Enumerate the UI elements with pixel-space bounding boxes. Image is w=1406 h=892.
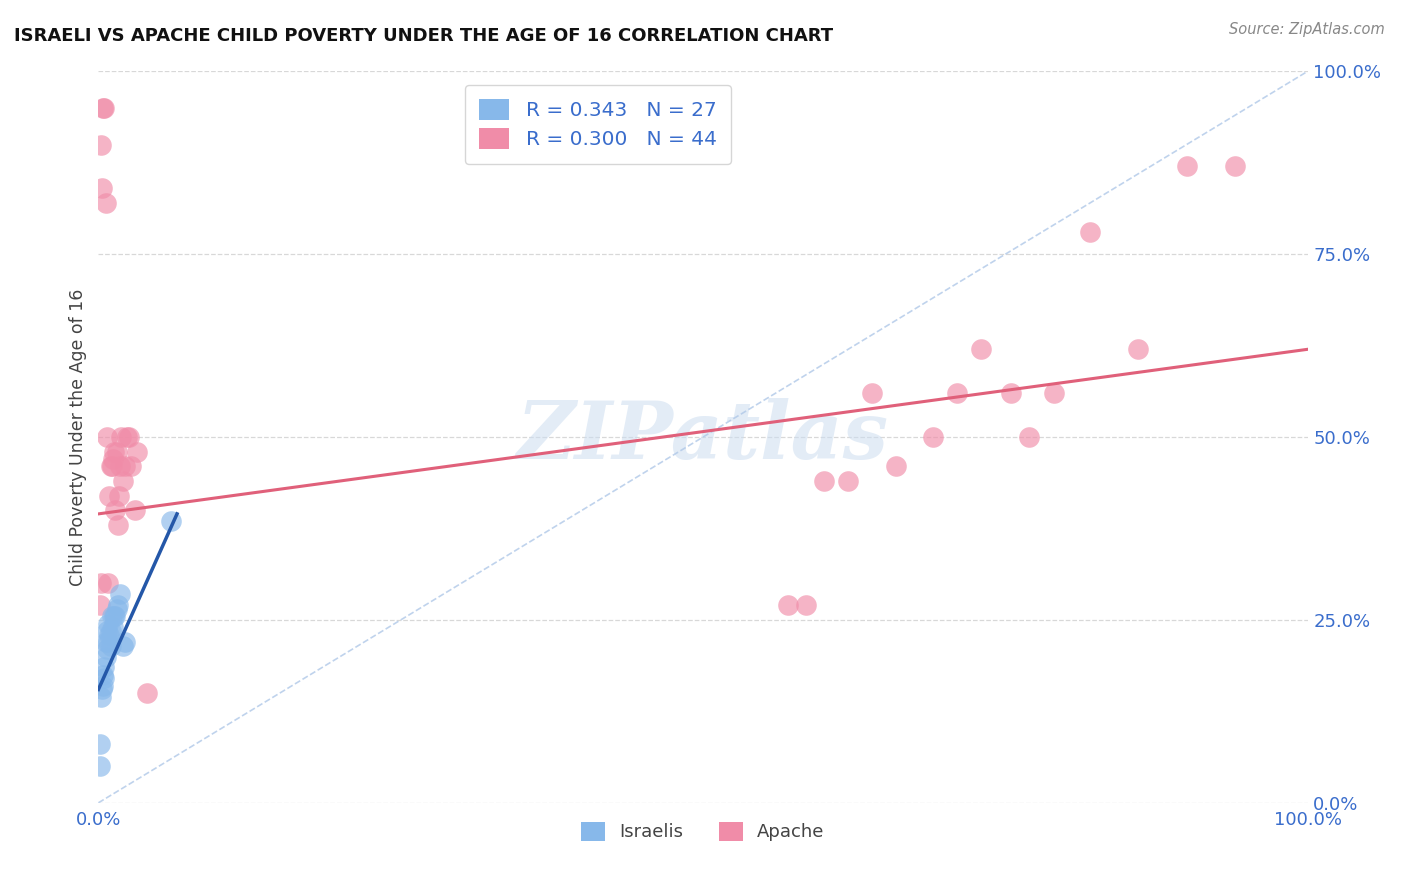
Point — [89, 737, 111, 751]
Point — [108, 587, 131, 601]
Point — [946, 386, 969, 401]
Point — [794, 599, 817, 613]
Point — [100, 624, 122, 638]
Point — [1018, 430, 1040, 444]
Point — [105, 444, 128, 458]
Text: ISRAELI VS APACHE CHILD POVERTY UNDER THE AGE OF 16 CORRELATION CHART: ISRAELI VS APACHE CHILD POVERTY UNDER TH… — [14, 27, 834, 45]
Point — [1175, 160, 1198, 174]
Point — [93, 101, 115, 115]
Y-axis label: Child Poverty Under the Age of 16: Child Poverty Under the Age of 16 — [69, 288, 87, 586]
Point — [107, 599, 129, 613]
Point — [91, 101, 114, 115]
Point — [813, 474, 835, 488]
Point — [100, 459, 122, 474]
Point — [1042, 386, 1064, 401]
Point — [94, 649, 117, 664]
Point — [117, 430, 139, 444]
Point — [160, 514, 183, 528]
Point — [96, 430, 118, 444]
Point — [93, 660, 115, 674]
Point — [114, 635, 136, 649]
Point — [114, 459, 136, 474]
Point — [91, 667, 114, 681]
Point — [776, 599, 799, 613]
Point — [90, 576, 112, 591]
Point — [127, 444, 149, 458]
Point — [100, 609, 122, 624]
Point — [90, 137, 112, 152]
Point — [108, 489, 131, 503]
Text: Source: ZipAtlas.com: Source: ZipAtlas.com — [1229, 22, 1385, 37]
Point — [98, 489, 121, 503]
Point — [124, 503, 146, 517]
Point — [96, 642, 118, 657]
Point — [970, 343, 993, 357]
Point — [104, 503, 127, 517]
Point — [921, 430, 943, 444]
Point — [89, 599, 111, 613]
Point — [110, 430, 132, 444]
Point — [118, 430, 141, 444]
Point — [97, 635, 120, 649]
Point — [97, 576, 120, 591]
Point — [107, 517, 129, 532]
Point — [96, 624, 118, 638]
Point — [94, 196, 117, 211]
Point — [100, 459, 122, 474]
Point — [101, 620, 124, 634]
Point — [103, 609, 125, 624]
Text: ZIPatlas: ZIPatlas — [517, 399, 889, 475]
Point — [94, 635, 117, 649]
Point — [91, 679, 114, 693]
Point — [860, 386, 883, 401]
Point — [1000, 386, 1022, 401]
Point — [98, 627, 121, 641]
Point — [108, 459, 131, 474]
Point — [105, 602, 128, 616]
Point — [100, 639, 122, 653]
Point — [93, 672, 115, 686]
Point — [89, 759, 111, 773]
Point — [886, 459, 908, 474]
Point — [837, 474, 859, 488]
Point — [111, 639, 134, 653]
Point — [104, 609, 127, 624]
Point — [97, 616, 120, 631]
Point — [1078, 225, 1101, 239]
Point — [135, 686, 157, 700]
Legend: Israelis, Apache: Israelis, Apache — [574, 814, 832, 848]
Point — [101, 452, 124, 467]
Point — [1128, 343, 1150, 357]
Point — [111, 474, 134, 488]
Point — [90, 690, 112, 704]
Point — [1223, 160, 1246, 174]
Point — [91, 181, 114, 195]
Point — [103, 444, 125, 458]
Point — [91, 682, 114, 697]
Point — [120, 459, 142, 474]
